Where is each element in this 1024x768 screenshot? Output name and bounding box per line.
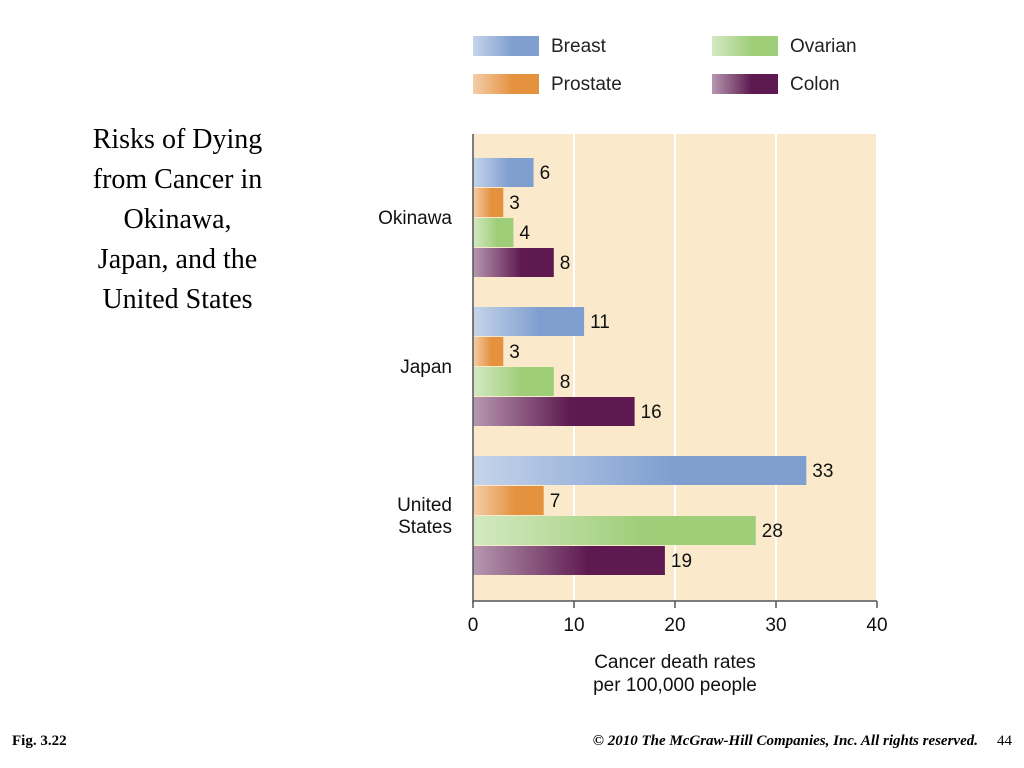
copyright-notice: © 2010 The McGraw-Hill Companies, Inc. A… — [592, 733, 978, 749]
category-label: Japan — [400, 357, 452, 378]
data-label: 3 — [509, 193, 520, 214]
bar — [473, 248, 554, 277]
legend-label: Breast — [551, 36, 607, 57]
legend-label: Ovarian — [790, 36, 857, 57]
data-label: 16 — [641, 402, 662, 423]
data-label: 3 — [509, 342, 520, 363]
bar — [473, 307, 585, 336]
data-label: 19 — [671, 551, 692, 572]
x-tick-label: 10 — [563, 615, 584, 636]
data-label: 7 — [550, 491, 561, 512]
data-label: 33 — [812, 461, 833, 482]
x-tick-label: 30 — [765, 615, 786, 636]
x-axis-title: Cancer death rates — [594, 652, 756, 673]
x-axis-title: per 100,000 people — [593, 675, 757, 696]
legend-swatch — [473, 74, 539, 94]
data-label: 6 — [540, 163, 551, 184]
data-label: 4 — [519, 223, 530, 244]
figure-label: Fig. 3.22 — [12, 733, 67, 749]
bar — [473, 397, 635, 426]
bar — [473, 367, 554, 396]
bar — [473, 337, 504, 366]
bar — [473, 158, 534, 187]
category-label: States — [398, 517, 452, 538]
x-tick-label: 20 — [664, 615, 685, 636]
legend-swatch — [712, 74, 778, 94]
title-line: Japan, and the — [97, 244, 258, 275]
title-line: United States — [102, 284, 253, 315]
x-tick-label: 0 — [468, 615, 479, 636]
data-label: 8 — [560, 253, 571, 274]
title-line: Risks of Dying — [92, 124, 263, 155]
bar — [473, 486, 544, 515]
category-label: United — [397, 495, 452, 516]
bar — [473, 188, 504, 217]
legend-swatch — [473, 36, 539, 56]
page-number: 44 — [997, 733, 1012, 749]
bar — [473, 218, 514, 247]
legend-swatch — [712, 36, 778, 56]
data-label: 8 — [560, 372, 571, 393]
legend-label: Prostate — [551, 74, 622, 95]
legend-label: Colon — [790, 74, 840, 95]
bar — [473, 456, 807, 485]
data-label: 11 — [590, 312, 610, 333]
bar — [473, 546, 665, 575]
title-line: from Cancer in — [92, 164, 263, 195]
title-line: Okinawa, — [123, 204, 232, 235]
bar — [473, 516, 756, 545]
x-tick-label: 40 — [866, 615, 887, 636]
data-label: 28 — [762, 521, 783, 542]
slide-title: Risks of Dying from Cancer in Okinawa, J… — [60, 120, 295, 320]
category-label: Okinawa — [378, 208, 452, 229]
